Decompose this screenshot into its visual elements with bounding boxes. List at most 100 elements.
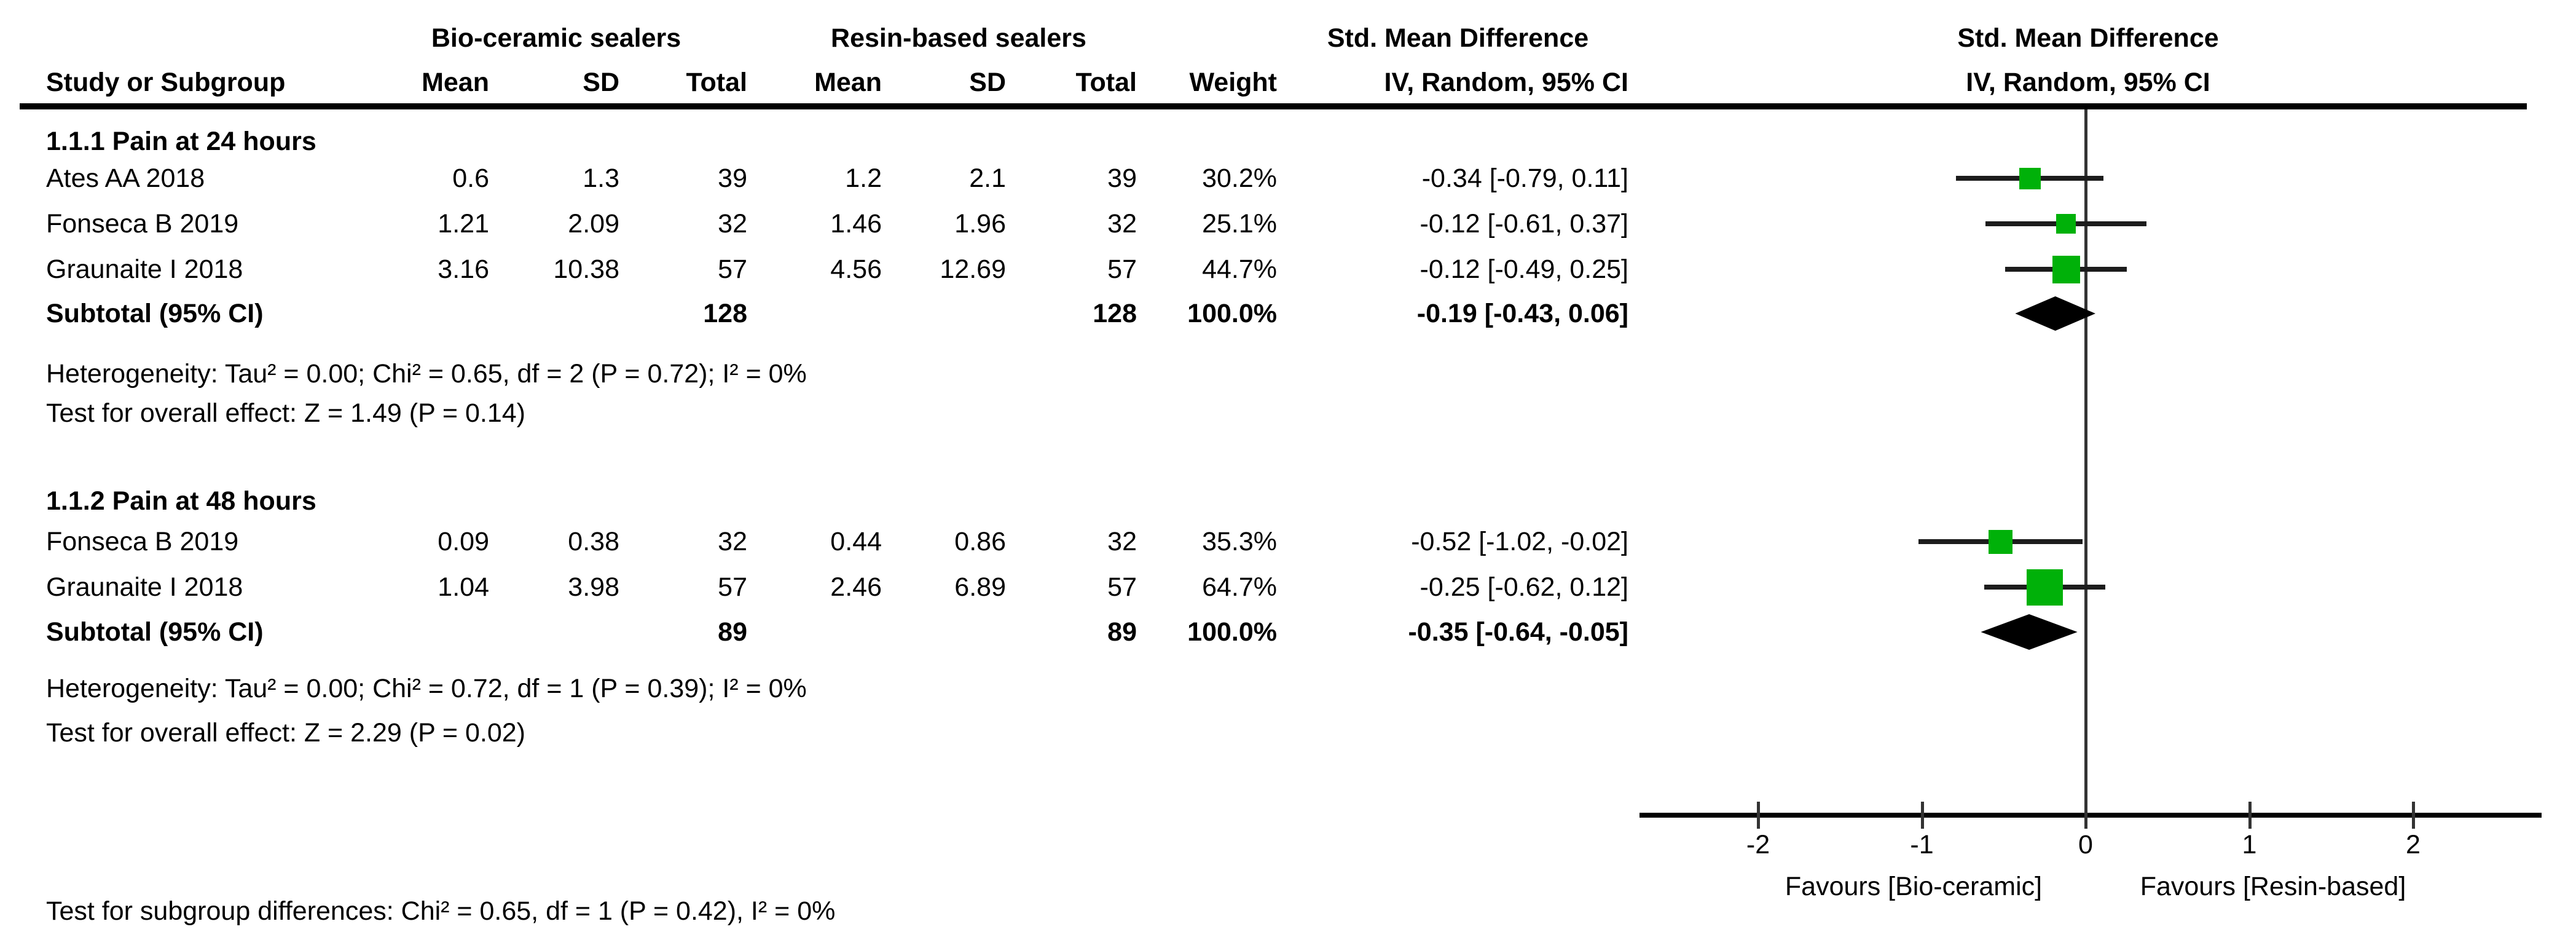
col-sd1: SD [583,68,619,97]
plot-effect-subheader: IV, Random, 95% CI [1966,68,2210,97]
header-separator-line [20,103,2527,109]
group1-header: Bio-ceramic sealers [431,23,681,53]
mean1-cell: 1.04 [438,572,489,602]
weight-cell: 30.2% [1202,164,1277,193]
mean1-cell: 0.09 [438,527,489,556]
table-row: Fonseca B 2019 0.09 0.38 32 0.44 0.86 32… [0,528,2576,555]
total2-cell: 89 [1107,617,1137,647]
ci-cell: -0.34 [-0.79, 0.11] [1421,164,1628,193]
axis-tick [2248,802,2252,829]
effect-header: Std. Mean Difference [1327,23,1589,53]
sd1-cell: 0.38 [568,527,619,556]
overall-effect-text: Test for overall effect: Z = 2.29 (P = 0… [46,718,525,748]
sd2-cell: 12.69 [940,255,1006,284]
weight-cell: 44.7% [1202,255,1277,284]
axis-tick-label: -1 [1910,830,1934,859]
sd2-cell: 0.86 [954,527,1006,556]
total2-cell: 32 [1107,209,1137,239]
zero-effect-line [2084,109,2087,815]
col-total2: Total [1075,68,1137,97]
subtotal-row: Subtotal (95% CI) 89 89 100.0% -0.35 [-0… [0,618,2576,646]
study-weight-square [2052,255,2080,283]
weight-cell: 25.1% [1202,209,1277,239]
total2-cell: 39 [1107,164,1137,193]
plot-effect-header: Std. Mean Difference [1957,23,2219,53]
section-label: 1.1.1 Pain at 24 hours [46,127,316,156]
col-study: Study or Subgroup [46,68,286,97]
sd2-cell: 2.1 [969,164,1006,193]
col-sd2: SD [969,68,1006,97]
section-label: 1.1.2 Pain at 48 hours [46,486,316,516]
study-weight-square [1988,529,2012,554]
col-mean1: Mean [422,68,489,97]
col-total1: Total [686,68,747,97]
total1-cell: 39 [718,164,747,193]
group2-header: Resin-based sealers [831,23,1086,53]
subtotal-label: Subtotal (95% CI) [46,617,264,647]
mean2-cell: 4.56 [830,255,882,284]
study-weight-square [2019,167,2041,189]
subtotal-row: Subtotal (95% CI) 128 128 100.0% -0.19 [… [0,300,2576,327]
weight-cell: 100.0% [1187,299,1277,328]
mean2-cell: 1.46 [830,209,882,239]
axis-tick [2084,802,2087,829]
heterogeneity-text: Heterogeneity: Tau² = 0.00; Chi² = 0.72,… [46,674,807,703]
mean2-cell: 1.2 [845,164,882,193]
ci-cell: -0.12 [-0.61, 0.37] [1420,209,1628,239]
mean1-cell: 3.16 [438,255,489,284]
axis-tick-label: 2 [2406,830,2421,859]
weight-cell: 64.7% [1202,572,1277,602]
total1-cell: 32 [718,209,747,239]
mean2-cell: 2.46 [830,572,882,602]
subgroup-differences-text: Test for subgroup differences: Chi² = 0.… [46,896,836,926]
ci-cell: -0.12 [-0.49, 0.25] [1420,255,1628,284]
col-ci: IV, Random, 95% CI [1384,68,1628,97]
study-name: Graunaite I 2018 [46,572,243,602]
mean1-cell: 1.21 [438,209,489,239]
favours-left-label: Favours [Bio-ceramic] [1785,872,2043,901]
axis-tick-label: 0 [2078,830,2093,859]
subtotal-label: Subtotal (95% CI) [46,299,264,328]
total1-cell: 89 [718,617,747,647]
col-mean2: Mean [814,68,882,97]
study-name: Fonseca B 2019 [46,527,239,556]
total2-cell: 57 [1107,255,1137,284]
ci-cell: -0.25 [-0.62, 0.12] [1420,572,1628,602]
sd2-cell: 6.89 [954,572,1006,602]
ci-cell: -0.35 [-0.64, -0.05] [1408,617,1628,647]
heterogeneity-text: Heterogeneity: Tau² = 0.00; Chi² = 0.65,… [46,359,807,389]
total1-cell: 57 [718,572,747,602]
column-header-row: Study or Subgroup Mean SD Total Mean SD … [0,69,2576,96]
table-row: Ates AA 2018 0.6 1.3 39 1.2 2.1 39 30.2%… [0,165,2576,192]
sd2-cell: 1.96 [954,209,1006,239]
total1-cell: 128 [703,299,747,328]
total1-cell: 32 [718,527,747,556]
mean1-cell: 0.6 [452,164,489,193]
subtotal-diamond [2015,296,2095,331]
total2-cell: 128 [1093,299,1137,328]
table-row: Graunaite I 2018 3.16 10.38 57 4.56 12.6… [0,256,2576,283]
overall-effect-text: Test for overall effect: Z = 1.49 (P = 0… [46,398,525,428]
mean2-cell: 0.44 [830,527,882,556]
study-name: Ates AA 2018 [46,164,205,193]
ci-cell: -0.52 [-1.02, -0.02] [1411,527,1628,556]
axis-tick [1920,802,1924,829]
total1-cell: 57 [718,255,747,284]
ci-cell: -0.19 [-0.43, 0.06] [1416,299,1628,328]
table-row: Graunaite I 2018 1.04 3.98 57 2.46 6.89 … [0,574,2576,601]
sd1-cell: 3.98 [568,572,619,602]
weight-cell: 35.3% [1202,527,1277,556]
study-weight-square [2056,214,2076,234]
total2-cell: 32 [1107,527,1137,556]
axis-tick-label: -2 [1746,830,1770,859]
table-row: Fonseca B 2019 1.21 2.09 32 1.46 1.96 32… [0,210,2576,237]
sd1-cell: 10.38 [553,255,619,284]
weight-cell: 100.0% [1187,617,1277,647]
col-weight: Weight [1189,68,1277,97]
axis-tick [1757,802,1760,829]
study-name: Graunaite I 2018 [46,255,243,284]
sd1-cell: 1.3 [583,164,619,193]
axis-line [1639,813,2542,818]
